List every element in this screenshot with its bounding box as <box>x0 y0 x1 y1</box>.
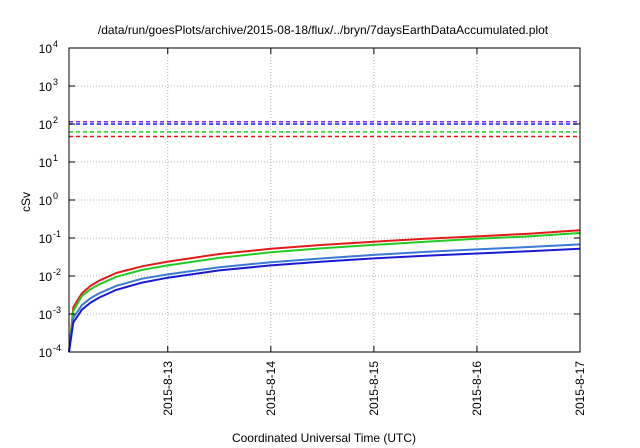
y-tick-label: 10 <box>39 346 53 360</box>
x-tick-label: 2015-8-16 <box>470 361 484 416</box>
y-tick-label: 10 <box>39 118 53 132</box>
chart-title: /data/run/goesPlots/archive/2015-08-18/f… <box>98 23 549 37</box>
y-tick-exponent: 0 <box>53 191 58 201</box>
x-tick-label: 2015-8-17 <box>573 361 587 416</box>
y-tick-exponent: -4 <box>53 343 61 353</box>
grid <box>69 48 580 352</box>
x-tick-label: 2015-8-14 <box>264 361 278 416</box>
data-series <box>68 229 581 353</box>
y-tick-base: 10 <box>39 80 53 94</box>
y-tick-label: 10 <box>39 194 53 208</box>
y-axis-label: cSv <box>19 192 33 212</box>
y-tick-exponent: -1 <box>53 229 61 239</box>
series-line <box>68 229 581 353</box>
x-tick-label: 2015-8-15 <box>367 361 381 416</box>
y-tick-exponent: -3 <box>53 305 61 315</box>
y-tick-label: 10 <box>39 156 53 170</box>
y-tick-base: 10 <box>39 118 53 132</box>
y-tick-base: 10 <box>39 346 53 360</box>
series-line <box>68 232 581 353</box>
y-tick-label: 10 <box>39 80 53 94</box>
y-tick-base: 10 <box>39 232 53 246</box>
x-axis-label: Coordinated Universal Time (UTC) <box>232 431 416 445</box>
y-tick-exponent: -2 <box>53 267 61 277</box>
y-tick-exponent: 1 <box>53 153 58 163</box>
series-line <box>68 247 581 353</box>
y-tick-exponent: 4 <box>53 39 58 49</box>
x-axis-ticks: 2015-8-13 2015-8-14 2015-8-15 2015-8-16 2015… <box>161 48 587 416</box>
y-tick-base: 10 <box>39 42 53 56</box>
y-tick-base: 10 <box>39 194 53 208</box>
threshold-lines <box>69 120 580 138</box>
y-tick-base: 10 <box>39 156 53 170</box>
x-tick-label: 2015-8-13 <box>161 361 175 416</box>
series-line <box>68 243 581 353</box>
y-tick-exponent: 3 <box>53 77 58 87</box>
y-tick-label: 10 <box>39 270 53 284</box>
y-tick-label: 10 <box>39 308 53 322</box>
y-tick-base: 10 <box>39 270 53 284</box>
y-tick-label: 10 <box>39 42 53 56</box>
y-tick-exponent: 2 <box>53 115 58 125</box>
y-tick-base: 10 <box>39 308 53 322</box>
y-tick-label: 10 <box>39 232 53 246</box>
